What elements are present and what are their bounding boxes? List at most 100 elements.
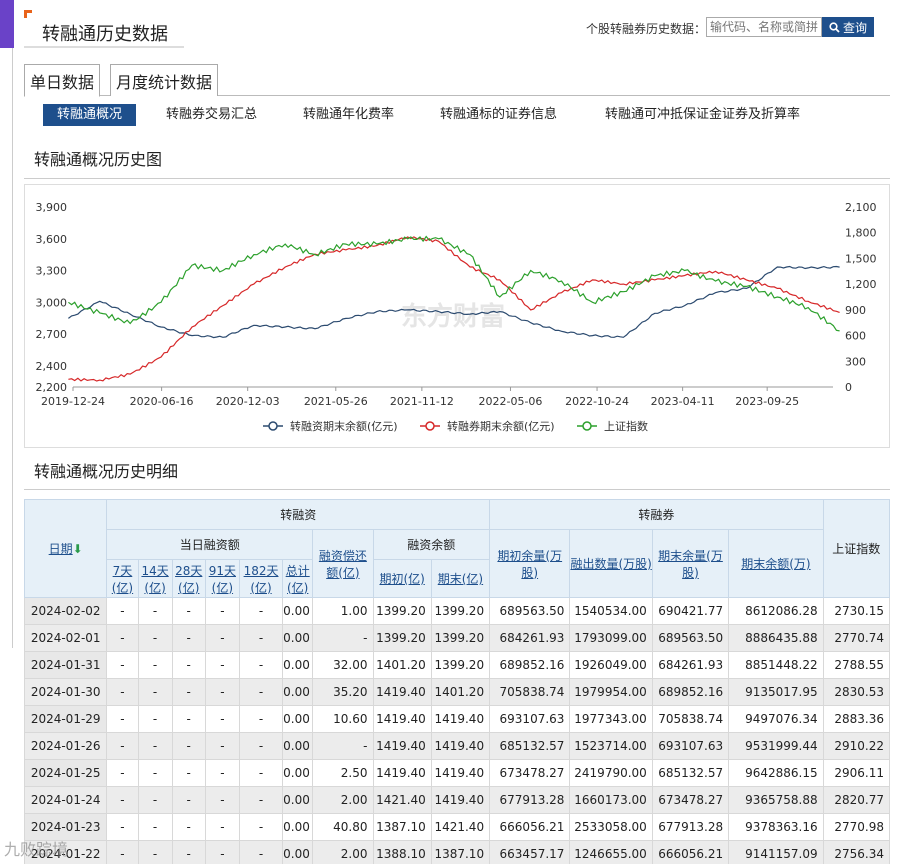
y-right-tick-label: 1,200 [845,278,877,291]
subnav-annual-rate[interactable]: 转融通年化费率 [303,107,395,122]
table-cell: 9135017.95 [728,678,824,706]
table-cell: 1419.40 [372,732,432,760]
table-cell: - [238,624,284,652]
table-cell: 0.00 [282,705,314,733]
table-cell: - [137,786,173,814]
y-right-tick-label: 2,100 [845,201,877,214]
col-balance-close[interactable]: 期末(亿) [430,559,491,598]
col-lend-balance[interactable]: 期末余额(万) [728,529,824,598]
cell-date: 2024-02-02 [23,597,108,625]
table-cell: 0.00 [282,786,314,814]
table-cell: 673478.27 [651,786,730,814]
table-cell: 666056.21 [651,840,730,864]
y-left-tick-label: 3,000 [36,296,68,309]
table-row: 2024-02-01- - - - -0.00-1399.20 1399.20 684261… [23,624,891,652]
stock-search-input[interactable] [706,17,822,37]
table-cell: - [106,651,139,679]
table-cell: 666056.21 [489,813,571,841]
col-lend-open[interactable]: 期初余量(万股) [489,529,571,598]
table-cell: - [137,678,173,706]
table-cell: 2756.34 [822,840,891,864]
table-cell: 1246655.00 [569,840,653,864]
col-balance-open[interactable]: 期初(亿) [372,559,432,598]
col-14d[interactable]: 14天(亿) [137,559,173,598]
subnav-overview[interactable]: 转融通概况 [43,104,137,126]
table-cell: - [171,759,206,787]
subnav-lending-summary[interactable]: 转融券交易汇总 [166,107,258,122]
table-cell: - [204,705,240,733]
table-row: 2024-01-30- - - - -0.00 35.20 1419.40 1401.20 70… [23,678,891,706]
cell-date: 2024-01-31 [23,651,108,679]
subnav-collateral-securities[interactable]: 转融通可冲抵保证金证券及折算率 [605,107,801,122]
legend-label: 上证指数 [604,419,648,433]
table-cell: 0.00 [282,651,314,679]
col-total[interactable]: 总计(亿) [282,559,314,598]
section-divider [24,178,890,179]
col-date[interactable]: 日期⬇ [23,499,108,598]
table-cell: - [106,786,139,814]
table-cell: 1979954.00 [569,678,653,706]
tab-daily[interactable]: 单日数据 [24,64,101,97]
search-button[interactable]: 查询 [822,17,874,37]
table-cell: - [238,759,284,787]
table-cell: - [171,840,206,864]
x-tick-label: 2019-12-24 [41,395,105,408]
table-cell: 0.00 [282,678,314,706]
col-lend-out[interactable]: 融出数量(万股) [569,529,653,598]
col-lend-close[interactable]: 期末余量(万股) [651,529,730,598]
table-cell: 1419.40 [372,678,432,706]
col-91d[interactable]: 91天(亿) [204,559,240,598]
y-right-tick-label: 1,800 [845,227,877,240]
table-cell: 2883.36 [822,705,891,733]
cell-date: 2024-01-30 [23,678,108,706]
cell-date: 2024-01-29 [23,705,108,733]
table-cell: 705838.74 [489,678,571,706]
table-cell: - [137,813,173,841]
table-cell: 0.00 [282,732,314,760]
col-28d[interactable]: 28天(亿) [171,559,206,598]
cell-date: 2024-01-25 [23,759,108,787]
col-182d[interactable]: 182天(亿) [238,559,284,598]
table-cell: - [137,651,173,679]
table-cell: - [137,705,173,733]
table-cell: - [137,597,173,625]
table-cell: - [238,813,284,841]
table-cell: 689563.50 [489,597,571,625]
table-cell: 1419.40 [430,732,491,760]
cell-date: 2024-02-01 [23,624,108,652]
y-left-tick-label: 2,400 [36,360,68,373]
table-cell: 1419.40 [430,759,491,787]
table-cell: 1419.40 [430,705,491,733]
table-cell: - [204,759,240,787]
x-tick-label: 2020-06-16 [130,395,194,408]
table-cell: 35.20 [312,678,374,706]
history-chart: 东方财富 3,900 3,600 3,300 3,000 2,700 2,400 2,200 2… [24,184,890,448]
search-button-label: 查询 [842,20,867,35]
table-cell: 9141157.09 [728,840,824,864]
y-right-tick-label: 1,500 [845,252,877,265]
series-line-2 [68,235,840,332]
group-financing: 转融资 [106,499,491,530]
page-title: 转融通历史数据 [42,24,168,45]
search-label: 个股转融券历史数据： [586,22,707,36]
tab-monthly[interactable]: 月度统计数据 [110,64,219,96]
table-cell: 1977343.00 [569,705,653,733]
table-cell: 663457.17 [489,840,571,864]
y-right-tick-label: 0 [845,381,852,394]
col-repay[interactable]: 融资偿还额(亿) [312,529,374,598]
table-cell: - [204,651,240,679]
x-tick-label: 2023-09-25 [735,395,799,408]
table-cell: 1540534.00 [569,597,653,625]
col-7d[interactable]: 7天(亿) [106,559,139,598]
cell-date: 2024-01-24 [23,786,108,814]
table-cell: 1.00 [312,597,374,625]
table-cell: 1793099.00 [569,624,653,652]
subnav-underlying-securities[interactable]: 转融通标的证券信息 [440,107,558,122]
table-cell: - [238,840,284,864]
y-left-tick-label: 3,900 [36,201,68,214]
table-row: 2024-01-25- - - - -0.00 2.50 1419.40 1419.40 673… [23,759,891,787]
sort-down-icon: ⬇ [72,542,83,556]
table-cell: 1421.40 [430,813,491,841]
table-cell: 1387.10 [430,840,491,864]
